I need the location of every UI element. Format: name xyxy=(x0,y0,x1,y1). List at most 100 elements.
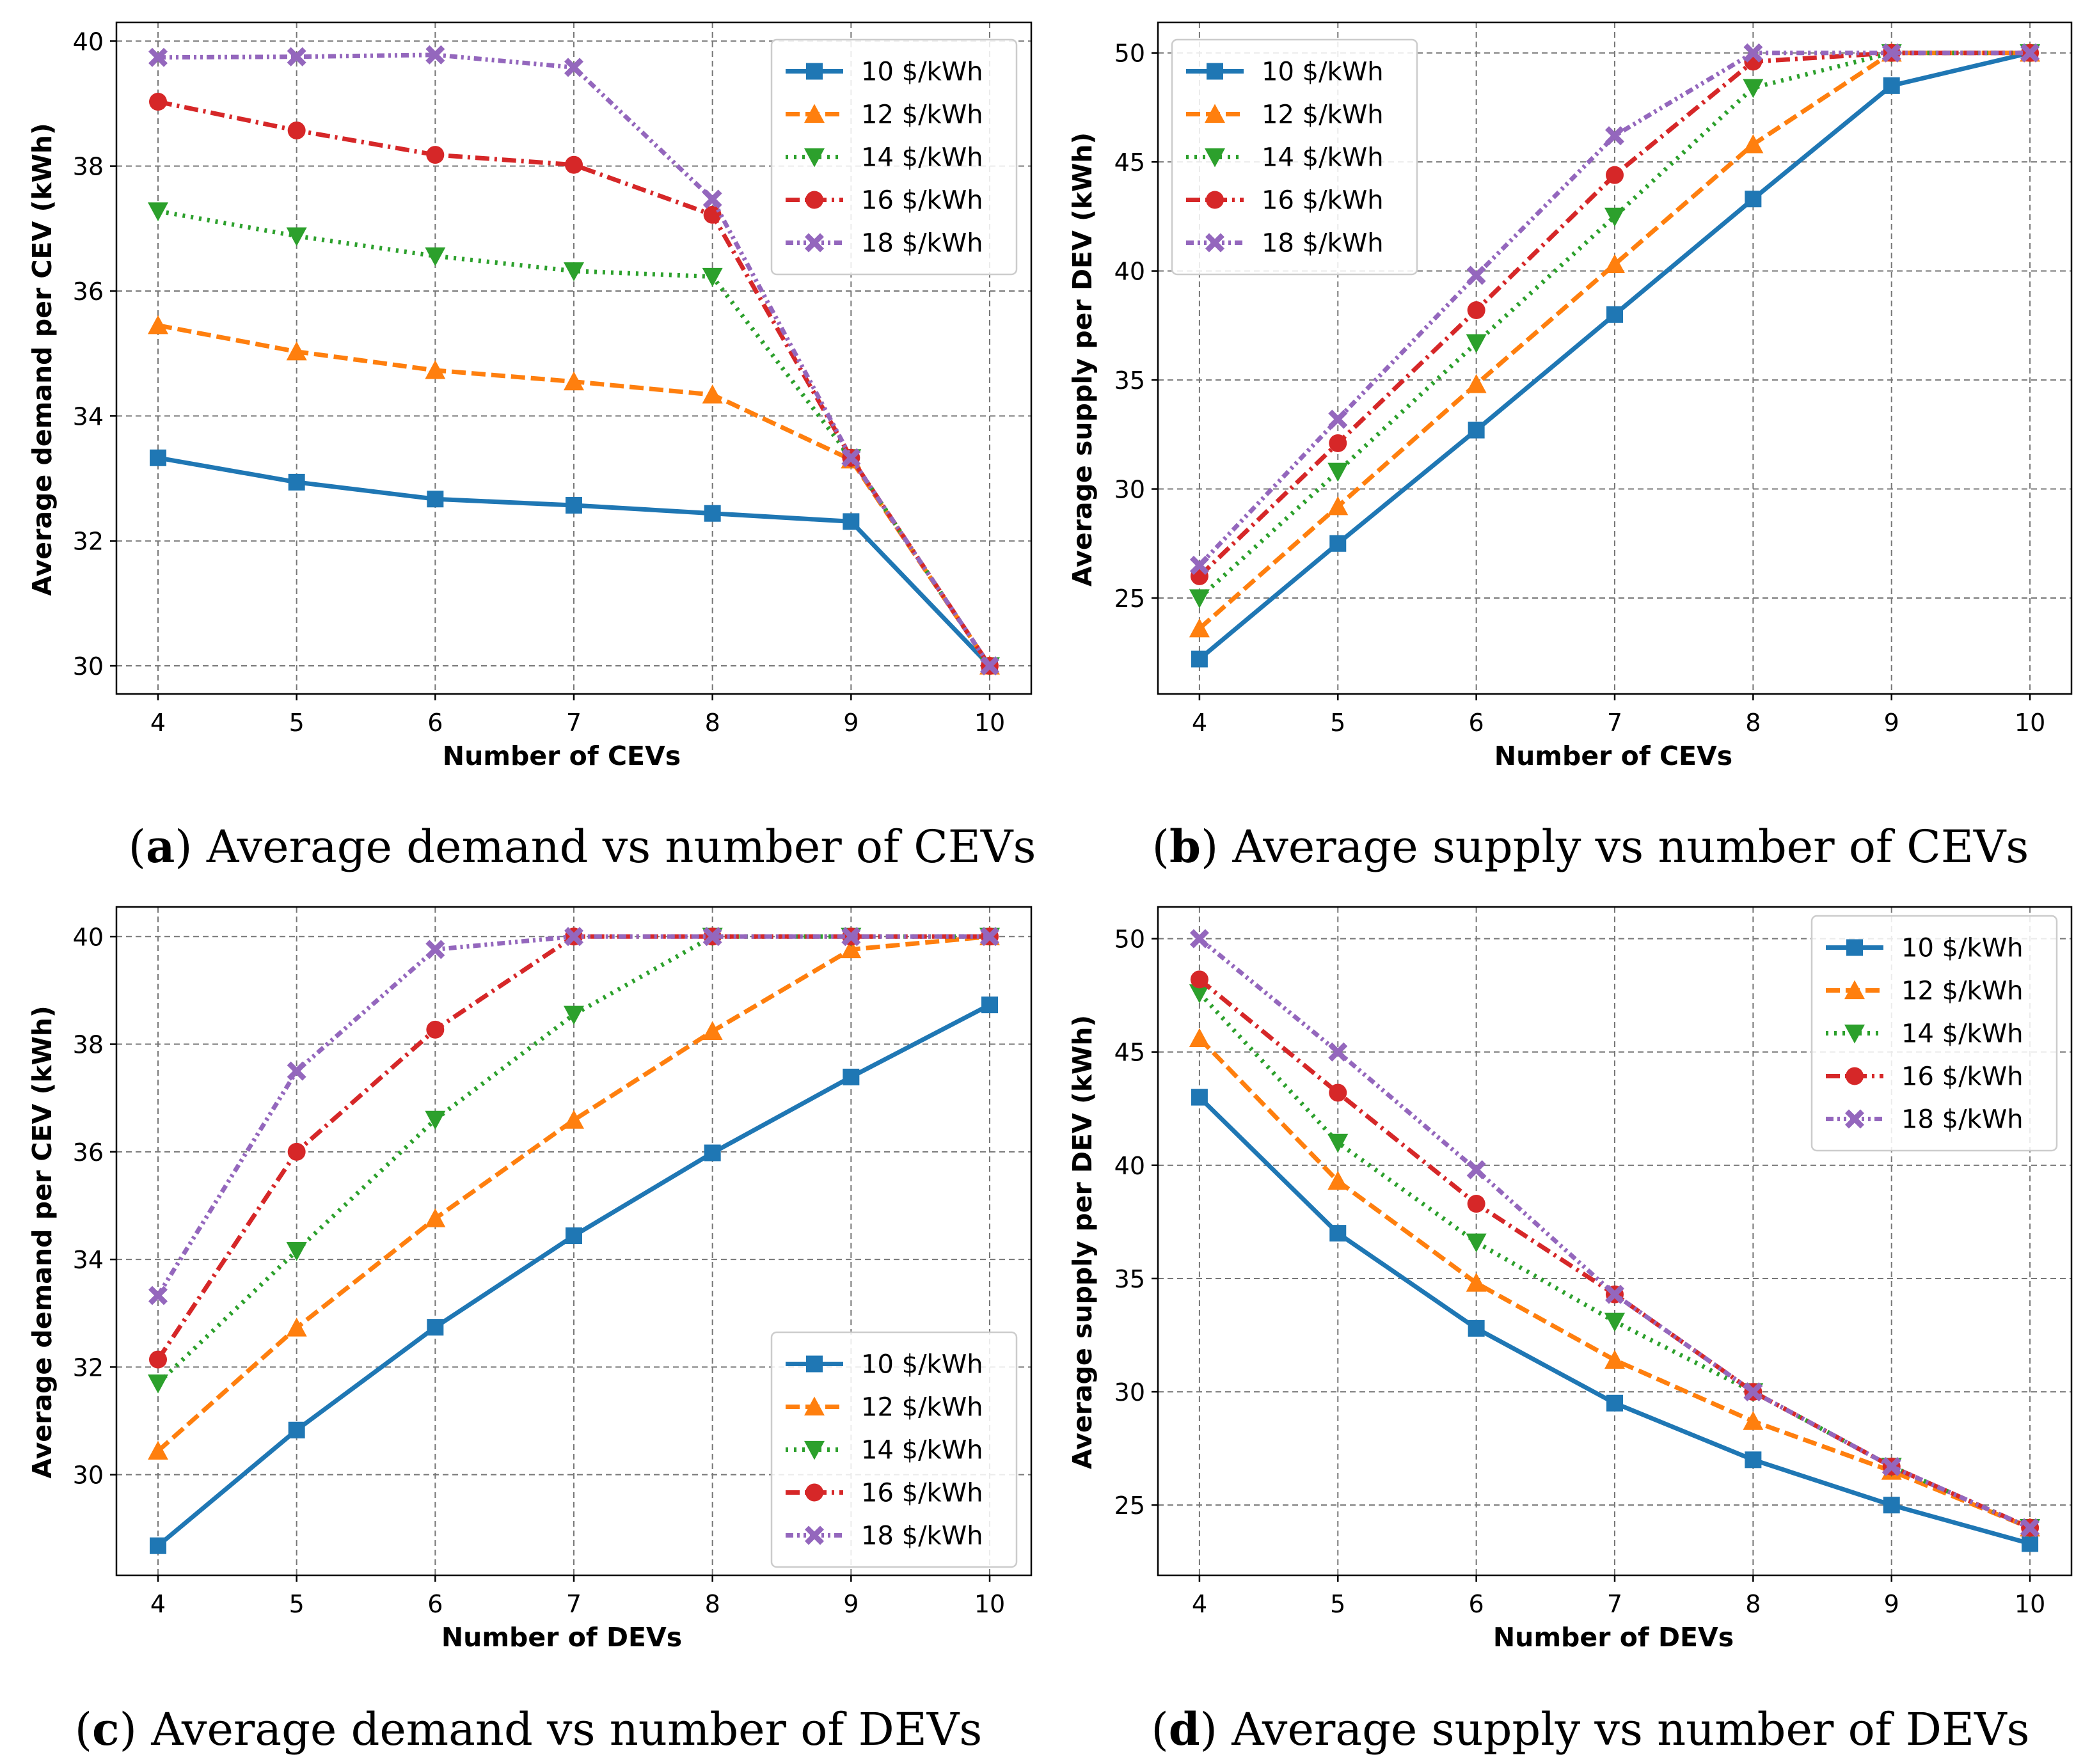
data-point xyxy=(980,656,999,676)
data-point xyxy=(1466,1233,1487,1253)
x-tick-label: 6 xyxy=(1469,1590,1484,1618)
data-point xyxy=(1745,1451,1762,1469)
data-point xyxy=(1881,1456,1901,1476)
data-point xyxy=(1606,166,1624,184)
data-point xyxy=(704,505,721,522)
x-tick-label: 6 xyxy=(427,709,443,737)
data-point xyxy=(1604,1312,1625,1332)
x-tick-label: 4 xyxy=(1192,709,1207,737)
series-5 xyxy=(148,927,999,1305)
data-point xyxy=(148,1286,168,1305)
data-point xyxy=(1466,265,1486,285)
legend-label: 14 $/kWh xyxy=(1901,1020,2024,1049)
data-point xyxy=(1191,650,1208,668)
legend-marker xyxy=(804,148,825,168)
data-point xyxy=(1191,1089,1208,1106)
data-point xyxy=(287,1061,306,1081)
data-point xyxy=(841,448,861,468)
x-axis-label: Number of CEVs xyxy=(1494,741,1732,771)
data-point xyxy=(1468,421,1485,439)
data-point xyxy=(1743,43,1763,63)
y-tick-label: 25 xyxy=(1114,585,1145,613)
legend-label: 14 $/kWh xyxy=(1262,143,1384,173)
ticks: 4 5 6 7 8 9 10 30 32 34 36 38 40 xyxy=(73,923,1006,1618)
x-tick-label: 8 xyxy=(705,1590,720,1618)
y-tick-label: 25 xyxy=(1114,1492,1145,1520)
caption-letter: b xyxy=(1169,820,1201,873)
data-point xyxy=(1743,1382,1763,1402)
y-tick-label: 40 xyxy=(1114,1152,1145,1180)
legend-item: 10 $/kWh xyxy=(786,58,983,87)
data-point xyxy=(1189,589,1210,608)
legend-label: 10 $/kWh xyxy=(1262,58,1384,87)
data-point xyxy=(1189,984,1210,1004)
y-tick-label: 40 xyxy=(73,28,104,56)
data-point xyxy=(1466,334,1487,354)
chart-panel-b: Number of CEVs Average supply per DEV (k… xyxy=(1067,21,2073,873)
data-point xyxy=(1189,555,1209,575)
y-tick-label: 35 xyxy=(1114,1265,1145,1293)
legend-item: 16 $/kWh xyxy=(786,186,983,216)
data-point xyxy=(564,927,583,947)
data-point xyxy=(1467,301,1485,319)
series-5 xyxy=(1189,43,2040,575)
y-tick-label: 45 xyxy=(1114,1039,1145,1067)
legend-label: 10 $/kWh xyxy=(1901,934,2024,963)
data-point xyxy=(1189,1028,1210,1048)
x-tick-label: 6 xyxy=(427,1590,443,1618)
legend-item: 14 $/kWh xyxy=(786,143,983,173)
y-tick-label: 36 xyxy=(73,1138,104,1167)
data-point xyxy=(1604,254,1625,274)
legend-box xyxy=(1171,38,1418,276)
x-tick-label: 7 xyxy=(1607,1590,1622,1618)
plot-frame xyxy=(1157,21,2073,695)
data-point xyxy=(425,940,445,959)
data-point xyxy=(288,1421,305,1438)
x-tick-label: 4 xyxy=(1192,1590,1207,1618)
y-axis-label: Average supply per DEV (kWh) xyxy=(1067,132,1098,587)
data-point xyxy=(425,45,445,65)
caption-text: Average supply vs number of CEVs xyxy=(1232,821,2029,873)
legend-label: 18 $/kWh xyxy=(861,229,983,258)
chart-panel-c: Number of DEVs Average demand per CEV (k… xyxy=(27,906,1033,1756)
legend-label: 16 $/kWh xyxy=(861,186,983,216)
data-point xyxy=(1467,1195,1485,1213)
data-point xyxy=(286,227,307,247)
data-point xyxy=(287,1142,306,1161)
data-point xyxy=(1329,1225,1347,1242)
legend-marker xyxy=(805,1483,823,1502)
x-axis-label: Number of DEVs xyxy=(441,1622,682,1653)
series-5 xyxy=(1189,929,2040,1538)
data-point xyxy=(1329,434,1347,452)
data-point xyxy=(1466,1160,1486,1179)
y-tick-label: 32 xyxy=(73,528,104,556)
data-point xyxy=(1190,970,1208,989)
data-point xyxy=(1189,929,1209,949)
legend-label: 10 $/kWh xyxy=(861,58,983,87)
data-point xyxy=(1328,409,1348,429)
legend-label: 10 $/kWh xyxy=(861,1350,983,1380)
legend-item: 10 $/kWh xyxy=(786,1350,983,1380)
data-point xyxy=(148,202,168,221)
caption-text: Average supply vs number of DEVs xyxy=(1231,1703,2029,1756)
legend-marker xyxy=(1206,191,1224,209)
x-tick-label: 7 xyxy=(1607,709,1622,737)
data-point xyxy=(566,497,582,514)
caption: (a) Average demand vs number of CEVs xyxy=(129,820,1036,873)
legend-item: 10 $/kWh xyxy=(1826,934,2024,963)
data-point xyxy=(1466,374,1487,393)
data-point xyxy=(843,1068,860,1085)
y-tick-label: 35 xyxy=(1114,366,1145,395)
legend-label: 12 $/kWh xyxy=(861,1393,983,1422)
x-tick-label: 9 xyxy=(1884,709,1899,737)
plot-frame xyxy=(1157,906,2073,1577)
x-tick-label: 5 xyxy=(1330,1590,1345,1618)
y-tick-label: 30 xyxy=(73,1461,104,1490)
legend-box xyxy=(1810,915,2058,1152)
legend-marker xyxy=(1205,233,1224,253)
data-point xyxy=(1606,1394,1623,1412)
data-point xyxy=(1605,126,1624,146)
x-tick-label: 5 xyxy=(289,709,305,737)
legend-label: 18 $/kWh xyxy=(861,1522,983,1551)
caption-letter: d xyxy=(1169,1703,1200,1756)
